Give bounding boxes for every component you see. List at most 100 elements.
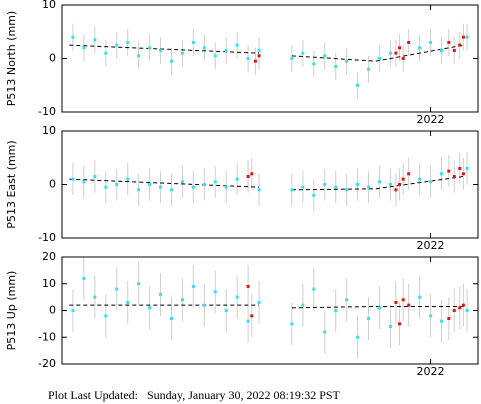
data-point [290,188,294,192]
data-point [312,62,316,66]
data-point [440,48,444,52]
data-point [224,185,228,189]
data-point [401,298,405,302]
data-point [71,35,75,39]
data-point [235,295,239,299]
data-point [148,46,152,50]
data-point [461,35,465,39]
data-point [418,46,422,50]
data-point [458,306,462,310]
data-point [169,317,173,321]
data-point [367,185,371,189]
y-tick-label: -10 [38,105,56,118]
y-tick-label: 0 [49,178,56,191]
data-point [356,335,360,339]
data-point [250,172,254,176]
data-point [126,300,130,304]
data-point [253,59,257,63]
footer: Plot Last Updated: Sunday, January 30, 2… [48,388,341,402]
data-point [388,325,392,329]
y-tick-label: 10 [42,124,56,137]
data-point [334,65,338,69]
data-point [115,287,119,291]
data-point [224,48,228,52]
data-point [257,188,261,192]
data-point [394,300,398,304]
data-point [356,183,360,186]
data-point [213,54,217,58]
data-point [246,319,250,323]
y-tick-label: 20 [42,250,56,263]
data-point [180,180,184,184]
data-point [93,174,97,178]
data-point [213,290,217,294]
trend-line [69,175,464,191]
y-tick-label: -10 [38,231,56,244]
data-point [345,59,349,63]
data-point [447,40,451,44]
data-point [401,57,405,60]
data-point [367,67,371,71]
y-axis-label: P513 North (mm) [5,11,18,106]
data-point [290,322,294,326]
data-point [429,314,433,318]
data-point [452,48,456,52]
data-point [126,40,130,44]
data-point [465,35,469,39]
data-point [246,57,250,60]
plot-frame [61,130,479,239]
data-point [398,46,402,50]
data-point [388,51,392,55]
data-point [312,193,316,197]
data-point [148,183,152,186]
data-point [126,177,130,181]
x-tick-label: 2022 [417,113,445,126]
data-point [169,188,173,192]
trend-line [69,304,464,309]
data-point [93,295,97,299]
data-point [394,188,398,192]
data-point [82,46,86,50]
data-point [301,185,305,189]
data-point [447,169,451,173]
data-point [465,166,469,170]
data-point [312,287,316,291]
y-axis-label: P513 East (mm) [5,140,18,228]
y-tick-label: 10 [42,0,56,11]
data-point [191,284,195,288]
data-point [429,180,433,184]
data-point [246,174,250,178]
data-point [202,46,206,50]
data-point [137,188,141,192]
data-point [429,40,433,44]
x-tick-label: 2022 [417,365,445,378]
data-point [407,40,411,44]
data-point [159,185,163,189]
data-point [202,303,206,307]
data-point [180,298,184,302]
data-point [104,51,108,55]
data-point [452,309,456,312]
data-point [458,43,462,47]
data-point [323,183,327,186]
y-tick-label: 0 [49,304,56,317]
data-point [235,177,239,181]
data-point [394,51,398,55]
data-point [202,183,206,186]
data-point [104,314,108,318]
data-point [440,172,444,176]
data-point [356,83,360,87]
data-point [137,54,141,58]
data-point [213,180,217,184]
data-point [235,43,239,47]
data-point [191,185,195,189]
data-point [180,51,184,55]
data-point [345,188,349,192]
data-point [345,298,349,302]
data-point [290,57,294,60]
data-point [401,177,405,181]
data-point [257,48,261,52]
y-tick-label: 10 [42,277,56,290]
data-point [461,172,465,176]
data-point [323,330,327,334]
